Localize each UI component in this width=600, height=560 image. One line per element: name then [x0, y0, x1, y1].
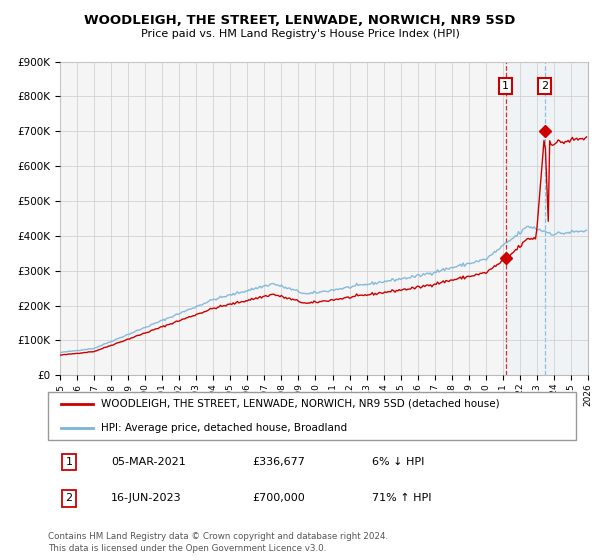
- Text: WOODLEIGH, THE STREET, LENWADE, NORWICH, NR9 5SD (detached house): WOODLEIGH, THE STREET, LENWADE, NORWICH,…: [101, 399, 499, 409]
- Text: £336,677: £336,677: [252, 457, 305, 467]
- Text: £700,000: £700,000: [252, 493, 305, 503]
- Text: HPI: Average price, detached house, Broadland: HPI: Average price, detached house, Broa…: [101, 423, 347, 433]
- Text: 16-JUN-2023: 16-JUN-2023: [111, 493, 182, 503]
- Text: 1: 1: [502, 81, 509, 91]
- Text: WOODLEIGH, THE STREET, LENWADE, NORWICH, NR9 5SD: WOODLEIGH, THE STREET, LENWADE, NORWICH,…: [85, 14, 515, 27]
- Text: 1: 1: [65, 457, 73, 467]
- Text: 71% ↑ HPI: 71% ↑ HPI: [372, 493, 431, 503]
- Text: 2: 2: [541, 81, 548, 91]
- Bar: [506, 62, 588, 375]
- Text: 05-MAR-2021: 05-MAR-2021: [111, 457, 186, 467]
- Text: Contains HM Land Registry data © Crown copyright and database right 2024.
This d: Contains HM Land Registry data © Crown c…: [48, 533, 388, 553]
- Text: Price paid vs. HM Land Registry's House Price Index (HPI): Price paid vs. HM Land Registry's House …: [140, 29, 460, 39]
- Text: 2: 2: [65, 493, 73, 503]
- Text: 6% ↓ HPI: 6% ↓ HPI: [372, 457, 424, 467]
